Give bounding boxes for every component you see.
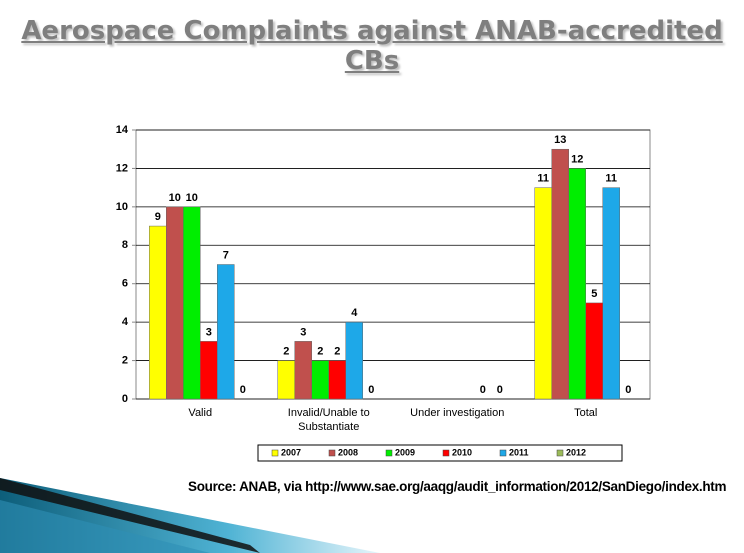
legend-label: 2007 (281, 447, 301, 457)
legend-label: 2008 (338, 447, 358, 457)
decoration (0, 478, 260, 553)
y-tick-label: 2 (122, 354, 128, 366)
x-tick-label: Under investigation (410, 407, 505, 419)
value-label: 12 (571, 153, 583, 165)
bar (585, 302, 603, 400)
bar (166, 206, 184, 400)
bar (311, 360, 329, 400)
value-label: 2 (334, 345, 340, 357)
bar (149, 225, 167, 400)
legend-label: 2011 (509, 447, 529, 457)
legend-swatch (556, 449, 564, 457)
bar (200, 341, 218, 400)
legend-swatch (328, 449, 336, 457)
bar (602, 187, 620, 400)
value-label: 11 (537, 173, 549, 185)
value-label: 2 (283, 345, 289, 357)
value-label: 0 (625, 384, 631, 396)
value-label: 4 (351, 307, 358, 319)
value-label: 3 (300, 326, 306, 338)
y-tick-label: 6 (122, 278, 128, 290)
legend-label: 2010 (452, 447, 472, 457)
y-tick-label: 14 (116, 124, 129, 136)
value-label: 0 (368, 384, 374, 396)
bar (277, 360, 295, 400)
y-tick-label: 0 (122, 393, 128, 405)
value-label: 2 (317, 345, 323, 357)
value-label: 0 (480, 384, 486, 396)
value-label: 10 (186, 192, 198, 204)
legend-swatch (442, 449, 450, 457)
value-label: 0 (497, 384, 503, 396)
value-label: 7 (223, 249, 229, 261)
value-label: 9 (155, 211, 161, 223)
bar (294, 341, 312, 400)
legend-swatch (271, 449, 279, 457)
slide-title: Aerospace Complaints against ANAB-accred… (21, 16, 723, 76)
bar (328, 360, 346, 400)
value-label: 5 (591, 288, 597, 300)
legend-label: 2009 (395, 447, 415, 457)
y-tick-label: 12 (116, 162, 128, 174)
value-label: 13 (554, 134, 566, 146)
source-note: Source: ANAB, via http://www.sae.org/aaq… (188, 479, 727, 494)
decoration (0, 500, 210, 553)
bar (345, 321, 363, 400)
bar (217, 264, 235, 400)
x-tick-label: Total (574, 407, 598, 419)
y-tick-label: 4 (122, 316, 129, 328)
bar (183, 206, 201, 400)
legend (257, 444, 623, 462)
value-label: 0 (240, 384, 246, 396)
x-tick-label: Valid (188, 407, 213, 419)
legend-swatch (499, 449, 507, 457)
x-tick-label: Invalid/Unable to Substantiate (287, 407, 370, 433)
value-label: 10 (169, 192, 181, 204)
bar (551, 148, 569, 400)
bar (568, 168, 586, 400)
bar (534, 187, 552, 400)
value-label: 3 (206, 326, 212, 338)
legend-swatch (385, 449, 393, 457)
y-tick-label: 10 (116, 201, 128, 213)
legend-label: 2012 (566, 447, 586, 457)
y-tick-label: 8 (122, 239, 128, 251)
value-label: 11 (605, 173, 617, 185)
